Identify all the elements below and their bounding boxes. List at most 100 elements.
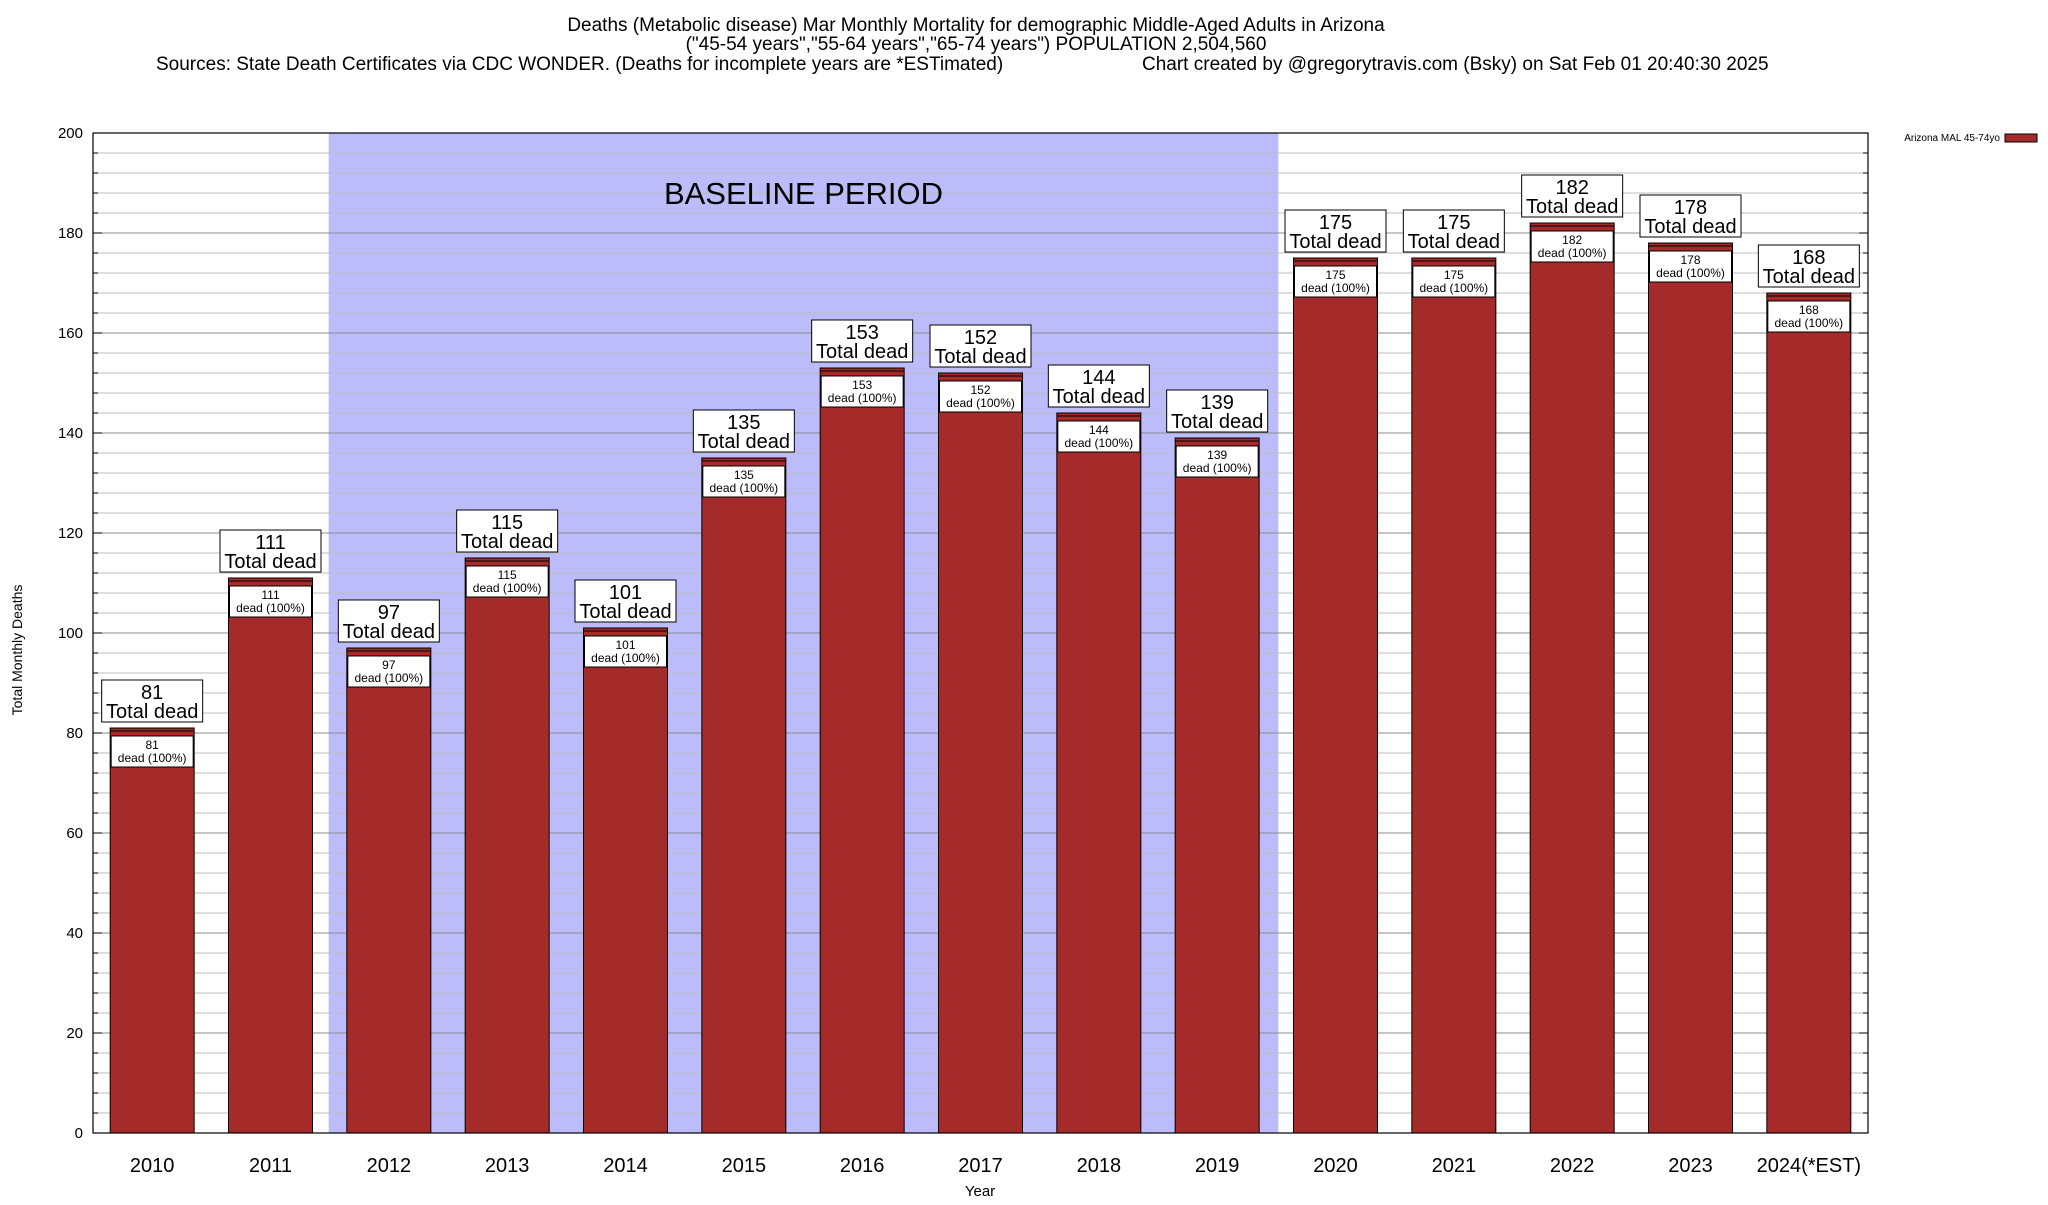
bar	[346, 647, 432, 1134]
total-label-box	[692, 409, 795, 453]
inner-label-box	[1175, 445, 1259, 478]
y-tick-label: 140	[58, 425, 83, 442]
y-tick-label: 20	[66, 1025, 83, 1042]
x-tick-label: 2018	[1077, 1155, 1122, 1177]
inner-value-label: 153	[852, 378, 872, 392]
y-tick-label: 0	[75, 1125, 83, 1142]
bar	[464, 557, 550, 1134]
bar	[1766, 292, 1852, 1134]
bar	[1293, 257, 1378, 1134]
bar	[583, 627, 668, 1134]
total-value-label: 139	[1200, 392, 1233, 414]
inner-value-label: 175	[1325, 268, 1345, 282]
total-dead-label: Total dead	[579, 601, 671, 623]
inner-percent-label: dead (100%)	[828, 391, 897, 405]
chart-title: Deaths (Metabolic disease) Mar Monthly M…	[156, 15, 1769, 75]
inner-label-box	[1057, 420, 1141, 453]
x-tick-label: 2017	[958, 1155, 1003, 1177]
x-tick-label: 2012	[367, 1155, 412, 1177]
x-tick-label: 2010	[130, 1155, 175, 1177]
x-tick-label: 2024(*EST)	[1757, 1155, 1862, 1177]
total-value-label: 115	[491, 512, 523, 534]
title-line-3-sources: Sources: State Death Certificates via CD…	[156, 54, 1003, 75]
inner-value-label: 111	[261, 588, 280, 602]
total-label-box	[219, 529, 322, 573]
y-tick-label: 180	[58, 225, 83, 242]
total-dead-label: Total dead	[1526, 196, 1618, 218]
inner-value-label: 135	[734, 468, 754, 482]
total-value-label: 144	[1082, 367, 1115, 389]
x-tick-label: 2011	[249, 1155, 292, 1177]
y-tick-label: 60	[66, 825, 83, 842]
total-label-box	[1284, 209, 1387, 253]
x-tick-label: 2015	[722, 1155, 767, 1177]
total-dead-label: Total dead	[106, 701, 198, 723]
inner-percent-label: dead (100%)	[1301, 281, 1370, 295]
inner-label-box	[465, 565, 549, 598]
x-tick-label: 2019	[1195, 1155, 1240, 1177]
inner-label-box	[229, 585, 312, 618]
total-value-label: 175	[1319, 212, 1352, 234]
total-label-box	[337, 599, 440, 643]
inner-percent-label: dead (100%)	[1183, 461, 1252, 475]
total-value-label: 182	[1555, 177, 1588, 199]
total-dead-label: Total dead	[1171, 411, 1263, 433]
inner-label-box	[1649, 250, 1732, 283]
y-tick-label: 80	[66, 725, 83, 742]
bar	[1056, 412, 1142, 1134]
inner-percent-label: dead (100%)	[236, 601, 305, 615]
x-tick-label: 2022	[1550, 1155, 1595, 1177]
total-label-box	[929, 324, 1032, 368]
inner-value-label: 81	[145, 738, 159, 752]
bar	[938, 372, 1023, 1134]
total-label-box	[1402, 209, 1505, 253]
total-dead-label: Total dead	[461, 531, 553, 553]
bar	[1648, 242, 1733, 1134]
inner-value-label: 139	[1207, 448, 1227, 462]
inner-label-box	[110, 735, 194, 768]
inner-value-label: 115	[498, 568, 517, 582]
y-tick-label: 160	[58, 325, 83, 342]
total-dead-label: Total dead	[934, 346, 1026, 368]
inner-percent-label: dead (100%)	[1656, 266, 1725, 280]
inner-percent-label: dead (100%)	[1064, 436, 1133, 450]
total-label-box	[1047, 364, 1150, 408]
inner-label-box	[1767, 300, 1851, 333]
total-label-box	[574, 579, 677, 623]
total-value-label: 152	[964, 327, 997, 349]
total-label-box	[1757, 244, 1860, 288]
total-dead-label: Total dead	[224, 551, 316, 573]
total-label-box	[811, 319, 914, 363]
inner-label-box	[1530, 230, 1614, 263]
total-label-box	[1166, 389, 1269, 433]
plot-frame	[92, 132, 1869, 1134]
total-value-label: 135	[727, 412, 760, 434]
total-label-box	[456, 509, 559, 553]
bar	[1411, 257, 1497, 1134]
inner-percent-label: dead (100%)	[1774, 316, 1843, 330]
total-value-label: 97	[378, 602, 400, 624]
inner-value-label: 152	[970, 383, 990, 397]
x-tick-label: 2020	[1313, 1155, 1358, 1177]
inner-percent-label: dead (100%)	[354, 671, 423, 685]
y-tick-label: 200	[58, 125, 83, 142]
inner-percent-label: dead (100%)	[1538, 246, 1607, 260]
inner-value-label: 175	[1444, 268, 1464, 282]
total-value-label: 178	[1674, 197, 1707, 219]
inner-percent-label: dead (100%)	[118, 751, 187, 765]
inner-percent-label: dead (100%)	[1419, 281, 1488, 295]
total-dead-label: Total dead	[1289, 231, 1381, 253]
inner-label-box	[347, 655, 431, 688]
y-axis-label: Total Monthly Deaths	[9, 585, 25, 716]
total-dead-label: Total dead	[1408, 231, 1500, 253]
x-tick-label: 2021	[1432, 1155, 1477, 1177]
inner-value-label: 182	[1562, 233, 1582, 247]
inner-percent-label: dead (100%)	[591, 651, 660, 665]
inner-percent-label: dead (100%)	[473, 581, 542, 595]
inner-value-label: 178	[1680, 253, 1700, 267]
total-value-label: 81	[141, 682, 163, 704]
total-value-label: 168	[1792, 247, 1825, 269]
bar	[701, 457, 787, 1134]
bar	[819, 367, 905, 1134]
inner-label-box	[584, 635, 667, 668]
